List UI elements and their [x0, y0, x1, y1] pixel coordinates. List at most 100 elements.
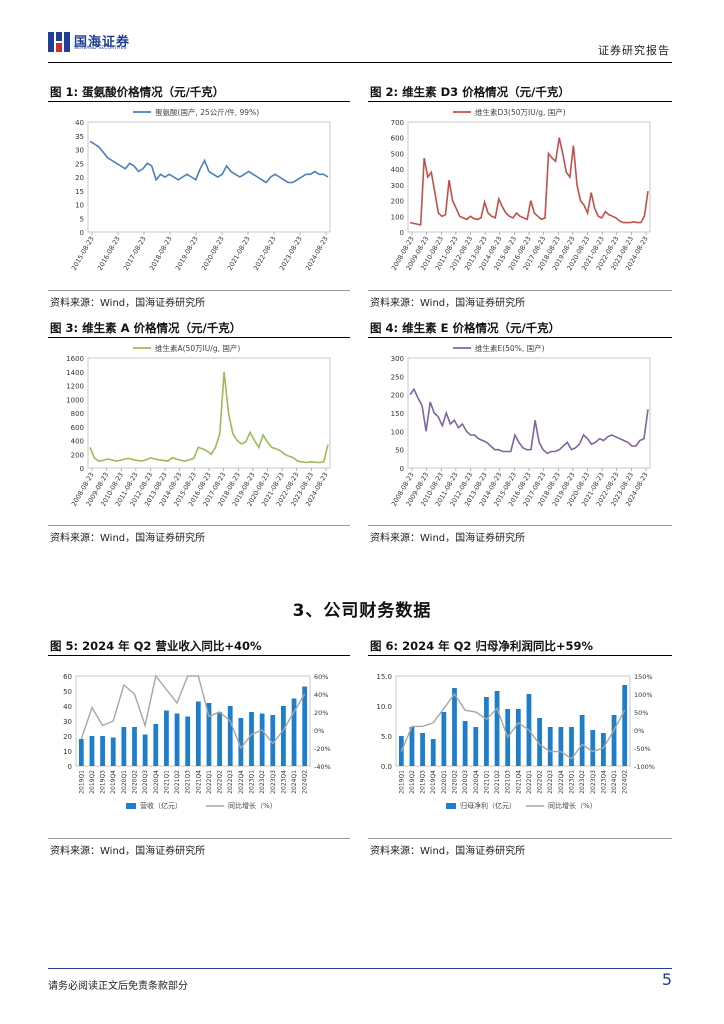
category-label: 2024Q1: [291, 770, 298, 794]
legend-label: 维生素D3(50万IU/g, 国产): [475, 107, 566, 117]
figure-4-title: 图 4: 维生素 E 价格情况（元/千克）: [370, 321, 561, 335]
y-tick-label: 800: [71, 410, 84, 418]
category-label: 2021Q4: [515, 770, 522, 794]
y-tick-label: 5: [80, 215, 84, 223]
category-label: 2020Q2: [452, 770, 459, 794]
value-bar: [611, 715, 617, 766]
category-label: 2020Q1: [441, 770, 448, 794]
category-label: 2023Q4: [600, 770, 607, 794]
value-bar: [601, 733, 606, 766]
value-bar: [291, 698, 297, 766]
figure-3-title-rule: [48, 337, 350, 338]
category-label: 2023Q3: [590, 770, 597, 794]
value-bar: [537, 718, 542, 766]
right-axis-tick-label: 50%: [634, 709, 648, 717]
y-tick-label: 250: [391, 373, 404, 381]
y-tick-label: 700: [391, 119, 404, 127]
category-label: 2024Q1: [611, 770, 618, 794]
y-tick-label: 400: [391, 166, 404, 174]
legend-label: 蛋氨酸(国产, 25公斤/件, 99%): [155, 107, 259, 117]
figure-3-source-rule: [48, 525, 350, 526]
figure-2-title-rule: [368, 101, 672, 102]
category-label: 2023Q1: [249, 770, 256, 794]
plot-frame: [87, 121, 331, 233]
category-label: 2019Q1: [78, 770, 85, 794]
y-tick-label: 40: [75, 119, 84, 127]
footer-rule: [48, 968, 672, 969]
value-bar: [217, 712, 222, 766]
category-label: 2019Q4: [430, 770, 437, 794]
x-tick-label: 2015-08-23: [70, 235, 96, 272]
y-tick-label: 300: [391, 355, 404, 363]
category-label: 2020Q3: [142, 770, 149, 794]
category-label: 2019Q2: [409, 770, 416, 794]
value-bar: [174, 713, 180, 766]
figure-5-title-rule: [48, 655, 350, 656]
value-bar: [249, 712, 254, 766]
figure-1-source: 资料来源：Wind，国海证券研究所: [50, 298, 206, 309]
category-label: 2021Q1: [163, 770, 170, 794]
value-bar: [409, 727, 415, 766]
figure-4-source-rule: [368, 525, 672, 526]
value-bar: [270, 715, 276, 766]
value-bar: [579, 715, 585, 766]
figure-3-source: 资料来源：Wind，国海证券研究所: [50, 533, 206, 544]
x-tick-label: 2017-08-23: [122, 235, 148, 272]
category-label: 2020Q2: [132, 770, 139, 794]
y-tick-label: 200: [391, 198, 404, 206]
figure-2-title: 图 2: 维生素 D3 价格情况（元/千克）: [370, 85, 570, 99]
category-label: 2022Q3: [547, 770, 554, 794]
value-bar: [121, 727, 127, 766]
x-tick-label: 2023-08-23: [278, 235, 304, 272]
figure-2-source-rule: [368, 290, 672, 291]
value-bar: [558, 727, 564, 766]
yoy-growth-line: [80, 674, 306, 750]
left-axis-tick-label: 5.0: [381, 733, 392, 741]
value-bar: [452, 688, 457, 766]
y-tick-label: 50: [395, 447, 404, 455]
category-label: 2022Q2: [537, 770, 544, 794]
x-tick-label: 2020-08-23: [200, 235, 226, 272]
category-label: 2023Q2: [579, 770, 586, 794]
figure-3-title: 图 3: 维生素 A 价格情况（元/千克）: [50, 321, 242, 335]
left-axis-tick-label: 10.0: [376, 703, 392, 711]
category-label: 2023Q2: [259, 770, 266, 794]
value-bar: [441, 712, 447, 766]
legend-line-label: 同比增长（%）: [228, 801, 277, 810]
footer-disclaimer: 请务必阅读正文后免责条款部分: [48, 981, 188, 992]
revenue-chart: 0 10 20 30 40 50 60 -40% -20% 0% 20% 40% 60% 2019Q1 20…: [63, 673, 331, 810]
methionine-price-chart: 0 5 10 15 20 25 30 35 40 2015-08-23 2016-08-23 2017…: [70, 107, 331, 272]
figure-4-title-rule: [368, 337, 672, 338]
category-label: 2020Q4: [153, 770, 160, 794]
legend-bar-label: 归母净利（亿元）: [460, 801, 516, 810]
y-tick-label: 100: [391, 428, 404, 436]
category-label: 2019Q1: [398, 770, 405, 794]
x-tick-label: 2021-08-23: [226, 235, 252, 272]
plot-frame: [407, 357, 651, 469]
y-tick-label: 600: [391, 135, 404, 143]
value-bar: [430, 739, 436, 766]
category-label: 2022Q4: [558, 770, 565, 794]
yoy-growth-line: [400, 692, 626, 760]
right-axis-tick-label: -50%: [634, 745, 651, 753]
figure-6-title: 图 6: 2024 年 Q2 归母净利润同比+59%: [370, 639, 594, 653]
y-tick-label: 200: [71, 451, 84, 459]
value-bar: [484, 697, 489, 766]
value-bar: [473, 727, 479, 766]
y-tick-label: 35: [75, 133, 84, 141]
y-tick-label: 0: [80, 229, 84, 237]
value-bar: [462, 721, 468, 766]
y-tick-label: 15: [75, 188, 84, 196]
category-label: 2024Q2: [622, 770, 629, 794]
value-bar: [89, 736, 95, 766]
legend-line-label: 同比增长（%）: [548, 801, 597, 810]
category-label: 2022Q4: [238, 770, 245, 794]
left-axis-tick-label: 0.0: [381, 763, 392, 771]
x-tick-label: 2016-08-23: [96, 235, 122, 272]
x-tick-label: 2019-08-23: [174, 235, 200, 272]
y-tick-label: 20: [75, 174, 84, 182]
legend-label: 维生素E(50%, 国产): [475, 343, 545, 353]
right-axis-tick-label: -40%: [314, 763, 331, 771]
category-label: 2019Q2: [89, 770, 96, 794]
category-label: 2022Q3: [227, 770, 234, 794]
